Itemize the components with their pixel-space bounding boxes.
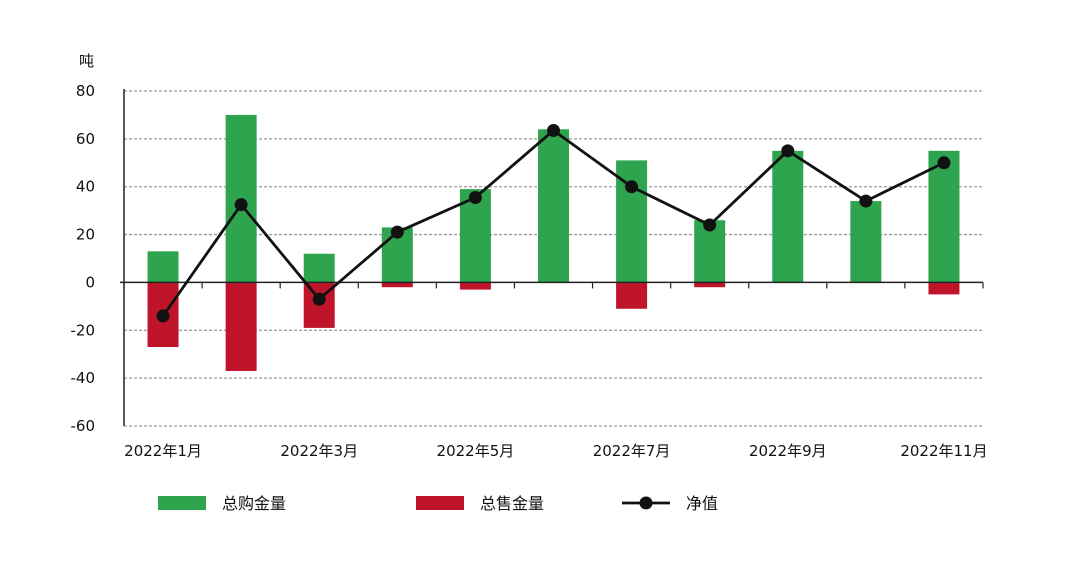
net-value-line (156, 123, 951, 323)
legend-label: 总购金量 (222, 494, 286, 513)
y-tick-label: -60 (71, 417, 96, 435)
net-value-point (703, 218, 717, 232)
purchase-bar (772, 150, 804, 283)
y-axis-unit-label: 吨 (79, 52, 94, 70)
x-tick-label: 2022年5月 (437, 442, 515, 460)
purchase-bar (928, 150, 960, 283)
net-value-point (547, 123, 560, 137)
purchase-bar (459, 189, 491, 283)
purchase-bar (850, 201, 882, 283)
sale-bar (225, 282, 257, 371)
y-tick-label: -20 (71, 321, 96, 339)
sale-bar (459, 282, 491, 290)
sale-bar (928, 282, 960, 295)
sale-bar (616, 282, 648, 309)
net-value-point (625, 180, 639, 194)
purchase-bar (147, 251, 179, 283)
net-value-point (468, 190, 482, 204)
x-axis-tick-labels: 2022年1月 2022年3月 2022年5月 2022年7月 2022年9月 2022年… (124, 442, 987, 460)
net-value-point (859, 194, 873, 208)
legend-label: 总售金量 (480, 494, 544, 513)
net-value-point (156, 309, 170, 323)
legend-label: 净值 (686, 494, 718, 513)
x-tick-label: 2022年7月 (593, 442, 671, 460)
x-tick-label: 2022年1月 (124, 442, 202, 460)
y-tick-label: 80 (76, 82, 95, 100)
legend-swatch-sale (416, 496, 464, 510)
bars (147, 114, 960, 371)
y-tick-label: -40 (71, 369, 96, 387)
purchase-bar (538, 129, 569, 283)
net-value-point (390, 225, 404, 239)
sale-bar (381, 282, 413, 288)
legend: 总购金量 总售金量 净值 (158, 494, 718, 513)
legend-swatch-purchase (158, 496, 206, 510)
net-value-point (937, 156, 951, 170)
y-tick-label: 20 (76, 226, 95, 244)
legend-swatch-net-value-marker (639, 496, 653, 510)
purchase-bar (303, 253, 335, 283)
y-tick-label: 0 (85, 273, 95, 291)
net-value-point (312, 292, 326, 306)
gridlines (124, 90, 983, 427)
y-tick-label: 60 (76, 130, 95, 148)
y-axis-tick-labels: 80 60 40 20 0 -20 -40 -60 (71, 82, 96, 435)
axes (120, 89, 984, 426)
x-tick-label: 2022年11月 (900, 442, 987, 460)
x-tick-label: 2022年9月 (749, 442, 827, 460)
x-tick-label: 2022年3月 (280, 442, 358, 460)
net-value-point (234, 198, 248, 212)
sale-bar (694, 282, 726, 288)
net-value-point (781, 144, 795, 158)
y-tick-label: 40 (76, 178, 95, 196)
